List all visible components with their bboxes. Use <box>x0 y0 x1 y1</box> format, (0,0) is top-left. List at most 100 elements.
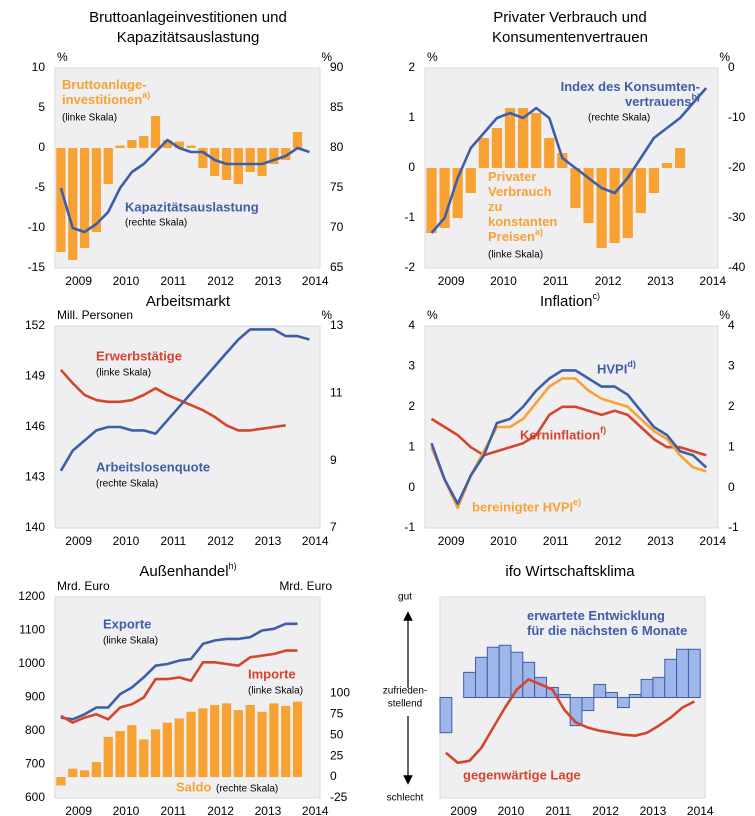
series-label: Saldo <box>176 779 211 794</box>
bar <box>198 148 208 168</box>
y2-tick-label: -1 <box>728 520 739 534</box>
x-tick-label: 2014 <box>687 804 714 816</box>
y-tick-label: -1 <box>404 210 415 224</box>
scale-note: (linke Skala) <box>488 250 543 261</box>
bar <box>115 145 125 148</box>
line <box>430 405 707 457</box>
x-tick-label: 2010 <box>113 804 140 816</box>
bar <box>426 168 437 233</box>
series-superscript: d) <box>627 359 636 369</box>
bar <box>676 648 689 699</box>
series-label: Privater Verbrauch zu konstanten Preisena) <box>488 169 557 244</box>
text-line: für die nächsten 6 Monate <box>527 623 687 638</box>
bar <box>687 648 701 699</box>
y2-tick-label: -40 <box>728 260 746 274</box>
y2-tick-label: 25 <box>330 748 344 762</box>
x-tick-label: 2012 <box>207 274 234 288</box>
text-line: investitionen <box>62 92 142 107</box>
y-tick-label: 1000 <box>18 656 45 670</box>
text-line: vertrauens <box>625 94 691 109</box>
y-tick-label: 1 <box>408 110 415 124</box>
bar <box>593 683 607 698</box>
bar <box>583 168 594 223</box>
bar <box>478 138 489 168</box>
bar <box>581 697 595 712</box>
bar <box>139 739 149 778</box>
x-tick-label: 2012 <box>207 804 234 816</box>
scale-note: (rechte Skala) <box>125 218 187 229</box>
y-tick-label: schlecht <box>387 793 424 804</box>
y2-tick-label: 50 <box>330 727 344 741</box>
y2-tick-label: 4 <box>728 318 735 332</box>
bar <box>210 148 220 176</box>
y2-tick-label: 0 <box>330 769 337 783</box>
text-line: Bruttoanlage- <box>62 77 147 92</box>
bar <box>635 168 646 213</box>
series-label: erwartete Entwicklung für die nächsten 6 … <box>527 608 687 638</box>
x-tick-label: 2010 <box>113 274 140 288</box>
bar <box>91 761 102 778</box>
bar <box>233 148 243 184</box>
text-line: zu <box>488 199 503 214</box>
bar <box>504 108 516 168</box>
y-tick-label: 1 <box>408 439 415 453</box>
y2-tick-label: 0 <box>728 480 735 494</box>
chart-title: Inflationc) <box>540 291 600 310</box>
y-tick-label: zufrieden-stellend <box>383 685 427 709</box>
x-tick-label: 2012 <box>595 274 622 288</box>
text-line: Index des Konsumten- <box>561 79 700 94</box>
y2-unit: Mrd. Euro <box>279 579 332 593</box>
y-unit: % <box>57 50 68 64</box>
y2-tick-label: -30 <box>728 210 746 224</box>
y-tick-label: gut <box>398 592 412 603</box>
y-tick-label: -5 <box>34 180 45 194</box>
y-tick-label: 149 <box>25 369 45 383</box>
bar <box>661 163 673 168</box>
bar <box>56 148 66 252</box>
text-line: stellend <box>388 698 422 709</box>
bar <box>569 697 583 727</box>
bar <box>557 153 568 168</box>
y-tick-label: 800 <box>25 723 45 737</box>
y-tick-label: -1 <box>404 520 415 534</box>
bar <box>127 140 137 148</box>
chart-title: Arbeitsmarkt <box>146 293 231 310</box>
x-tick-label: 2013 <box>647 274 674 288</box>
bar <box>557 693 571 698</box>
bar <box>269 148 279 164</box>
line <box>59 368 286 432</box>
y-tick-label: 0 <box>408 160 415 174</box>
x-tick-label: 2012 <box>207 534 234 548</box>
series-label: Bruttoanlage-investitionena) <box>62 77 150 107</box>
y-tick-label: 146 <box>25 419 45 433</box>
x-tick-label: 2014 <box>302 804 329 816</box>
bar <box>257 711 267 778</box>
bar <box>245 705 255 778</box>
scale-note: (linke Skala) <box>62 113 117 124</box>
bar <box>570 168 581 208</box>
bar <box>115 731 125 778</box>
y-tick-label: 700 <box>25 757 45 771</box>
y2-tick-label: 65 <box>330 260 344 274</box>
text-line: Bruttoanlageinvestitionen und <box>89 9 287 26</box>
bar <box>68 768 78 778</box>
y-tick-label: 140 <box>25 520 45 534</box>
bar <box>162 722 173 778</box>
line <box>445 678 695 765</box>
y2-tick-label: -25 <box>330 790 348 804</box>
y-tick-label: -10 <box>28 220 46 234</box>
series-superscript: f) <box>600 425 606 435</box>
x-tick-label: 2009 <box>65 534 92 548</box>
y2-unit: % <box>719 308 730 322</box>
text-line: Kapazitätsauslastung <box>117 29 260 46</box>
y-tick-label: 1200 <box>18 589 45 603</box>
y2-tick-label: 75 <box>330 180 344 194</box>
bar <box>91 148 102 232</box>
bar <box>292 132 303 148</box>
x-tick-label: 2010 <box>490 534 517 548</box>
bar <box>186 145 196 148</box>
y-tick-label: 0 <box>408 480 415 494</box>
bar <box>674 148 686 168</box>
x-tick-label: 2010 <box>490 274 517 288</box>
y-tick-label: 143 <box>25 470 45 484</box>
